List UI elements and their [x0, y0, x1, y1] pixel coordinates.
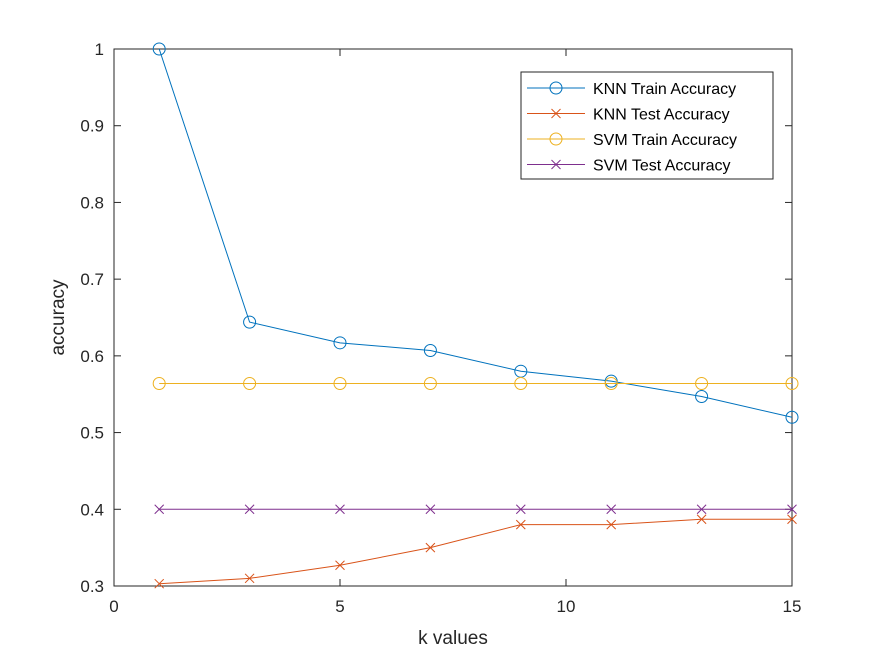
legend-label: KNN Train Accuracy [593, 81, 736, 98]
y-tick-label: 0.8 [80, 193, 104, 212]
data-point [425, 504, 436, 515]
legend-label: SVM Train Accuracy [593, 132, 737, 149]
y-tick-label: 0.4 [80, 500, 104, 519]
series-line [158, 48, 793, 418]
data-point [695, 390, 709, 404]
data-point [423, 343, 437, 357]
y-axis-label: accuracy [48, 279, 69, 356]
legend-box [520, 71, 774, 180]
data-point [244, 573, 255, 584]
data-point [514, 376, 528, 390]
data-point [515, 504, 526, 515]
legend-marker [549, 81, 563, 95]
legend-item: KNN Test Accuracy [527, 107, 730, 124]
data-point [785, 410, 799, 424]
series-3 [152, 376, 799, 390]
x-tick-label: 15 [783, 597, 802, 616]
data-point [243, 376, 257, 390]
data-point [154, 578, 165, 589]
data-point [243, 315, 257, 329]
data-point [696, 514, 707, 525]
data-point [154, 504, 165, 515]
data-point [335, 560, 345, 571]
y-tick-label: 0.7 [80, 270, 104, 289]
legend-marker [551, 108, 561, 119]
data-point [785, 376, 799, 390]
legend-marker [549, 132, 563, 146]
data-point [696, 504, 707, 515]
legend-label: KNN Test Accuracy [593, 107, 730, 124]
data-point [787, 514, 797, 525]
data-point [425, 542, 436, 553]
legend-item: SVM Train Accuracy [527, 132, 737, 149]
data-point [152, 376, 166, 390]
data-point [695, 376, 709, 390]
series-layer [152, 42, 799, 589]
legend-label: SVM Test Accuracy [593, 158, 731, 175]
y-tick-label: 0.6 [80, 347, 104, 366]
data-point [606, 504, 617, 515]
y-tick-label: 0.9 [80, 117, 104, 136]
data-point [787, 504, 797, 515]
data-point [333, 336, 347, 350]
data-point [423, 376, 437, 390]
series-4 [154, 504, 797, 515]
legend-item: KNN Train Accuracy [527, 81, 736, 98]
data-point [244, 504, 255, 515]
data-point [333, 376, 347, 390]
series-2 [154, 514, 797, 589]
data-point [335, 504, 345, 515]
data-point [515, 519, 526, 530]
legend-marker [551, 159, 561, 170]
x-axis-label: k values [418, 628, 488, 649]
data-point [606, 519, 617, 530]
x-tick-label: 5 [335, 597, 344, 616]
y-tick-label: 0.3 [80, 577, 104, 596]
y-tick-label: 0.5 [80, 424, 104, 443]
data-point [152, 42, 166, 56]
axis-ticks [113, 48, 793, 587]
legend: KNN Train Accuracy KNN Test Accuracy SVM T… [520, 71, 774, 180]
legend-item: SVM Test Accuracy [527, 158, 731, 175]
y-tick-label: 1 [95, 40, 104, 59]
axis-tick-labels: 0 5 10 15 0.3 0.4 0.5 0.6 0.7 0.8 0.9 1 [80, 40, 801, 616]
series-line [159, 518, 792, 585]
x-tick-label: 0 [109, 597, 118, 616]
x-tick-label: 10 [557, 597, 576, 616]
data-point [604, 376, 618, 390]
